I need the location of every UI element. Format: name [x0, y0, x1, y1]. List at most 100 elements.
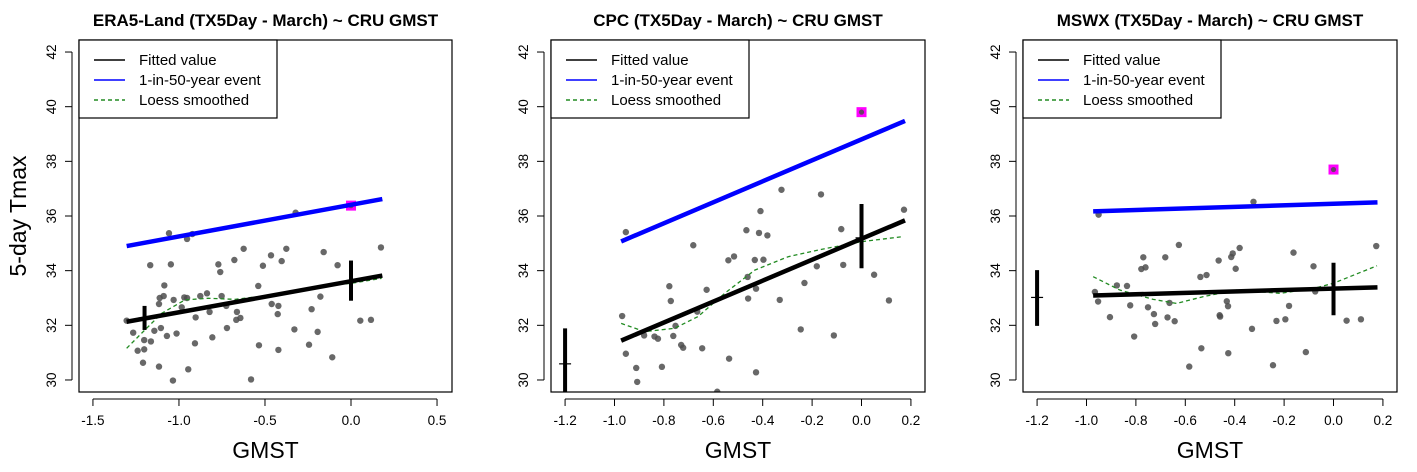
y-tick-label: 36	[516, 208, 531, 223]
data-point	[622, 228, 630, 236]
data-point	[744, 295, 752, 302]
data-point	[885, 297, 893, 304]
data-point	[1216, 313, 1224, 320]
data-point	[838, 225, 845, 233]
data-point	[703, 286, 710, 293]
data-point	[283, 245, 290, 252]
y-tick-label: 36	[988, 208, 1003, 223]
data-point	[357, 317, 364, 324]
data-point	[633, 364, 640, 372]
x-tick-label: -1.2	[1025, 413, 1048, 428]
data-point	[1094, 298, 1102, 305]
data-point	[1232, 265, 1239, 272]
data-point	[275, 346, 282, 354]
data-point	[237, 314, 244, 322]
fitted-line	[126, 273, 383, 324]
data-point	[1106, 313, 1114, 321]
data-point	[672, 322, 679, 330]
x-axis: -1.2 -1.0 -0.8 -0.6 -0.4 -0.2 0.0 0.2 GMST	[553, 398, 920, 463]
x-tick-label: -1.0	[603, 413, 626, 428]
y-tick-label: 40	[988, 99, 1003, 114]
data-point	[801, 279, 808, 287]
y-tick-label: 34	[988, 263, 1003, 279]
data-point	[1142, 264, 1149, 271]
x-tick-label: -1.0	[167, 413, 190, 428]
x-tick-label: 0.2	[1374, 413, 1393, 428]
data-point	[233, 308, 241, 316]
data-point	[217, 268, 224, 276]
plot-area	[123, 196, 385, 384]
data-point	[797, 326, 804, 333]
data-point	[658, 363, 666, 371]
legend-label: Fitted value	[139, 52, 217, 69]
y-axis: 30 32 34 36 38 40 42 5-day Tmax	[5, 45, 73, 387]
data-point	[725, 257, 732, 264]
data-point	[255, 282, 262, 290]
data-point	[275, 302, 282, 310]
x-tick-label: -1.0	[1075, 413, 1098, 428]
chart-title: CPC (TX5Day - March) ~ CRU GMST	[593, 11, 883, 30]
data-point	[1229, 250, 1236, 257]
data-point	[1123, 282, 1131, 290]
y-tick-label: 32	[988, 318, 1003, 333]
y-tick-label: 38	[516, 154, 531, 169]
data-point	[192, 314, 199, 321]
data-point	[1164, 314, 1171, 321]
fitted-line	[1093, 285, 1378, 298]
data-point	[134, 347, 141, 354]
data-point	[1290, 249, 1297, 256]
data-point	[1357, 316, 1365, 323]
y-tick-label: 40	[44, 99, 59, 114]
observed-data-point	[1330, 166, 1337, 173]
data-point	[714, 388, 721, 392]
legend-label: Fitted value	[611, 52, 689, 69]
data-point	[667, 297, 675, 305]
data-point	[268, 300, 275, 308]
data-point	[206, 308, 213, 316]
x-axis-label: GMST	[1177, 437, 1243, 463]
data-point	[730, 253, 738, 260]
data-point	[1223, 298, 1230, 305]
plot-area	[1031, 164, 1380, 370]
x-tick-label: 0.5	[428, 413, 447, 428]
data-point	[1150, 310, 1158, 318]
data-point	[755, 229, 763, 237]
data-point	[161, 282, 168, 289]
x-tick-label: 0.0	[342, 413, 361, 428]
data-point	[1127, 302, 1134, 309]
fitted-line	[620, 218, 906, 343]
data-point	[247, 376, 255, 383]
data-point	[231, 256, 238, 264]
y-axis: 30 32 34 36 38 40 42	[988, 45, 1017, 387]
data-point	[1236, 244, 1243, 252]
x-axis-label: GMST	[232, 437, 298, 463]
x-tick-label: -1.5	[81, 413, 104, 428]
data-point	[320, 248, 327, 256]
legend-label: Loess smoothed	[611, 92, 721, 109]
y-tick-label: 34	[44, 263, 59, 279]
data-point	[778, 186, 785, 193]
data-point	[305, 341, 313, 348]
data-point	[1175, 241, 1183, 249]
x-tick-label: -0.6	[702, 413, 725, 428]
data-point	[267, 252, 275, 259]
data-point	[157, 324, 165, 332]
data-point	[830, 332, 838, 339]
panel-1: ERA5-Land (TX5Day - March) ~ CRU GMST -1.…	[5, 11, 453, 463]
legend: Fitted value 1-in-50-year event Loess smoo…	[1022, 39, 1222, 119]
data-point	[197, 292, 204, 300]
data-point	[139, 359, 147, 366]
event-line	[1093, 200, 1378, 214]
legend: Fitted value 1-in-50-year event Loess smoo…	[550, 39, 750, 119]
legend-label: Loess smoothed	[1083, 92, 1193, 109]
data-point	[900, 206, 908, 213]
data-point	[1282, 316, 1289, 323]
data-point	[170, 296, 177, 304]
x-axis: -1.5 -1.0 -0.5 0.0 0.5 GMST	[81, 398, 447, 463]
data-point	[1186, 363, 1193, 370]
data-point	[1113, 282, 1121, 289]
data-point	[751, 256, 758, 264]
x-tick-label: -1.2	[553, 413, 576, 428]
data-point	[223, 324, 231, 332]
y-tick-label: 36	[44, 208, 59, 223]
